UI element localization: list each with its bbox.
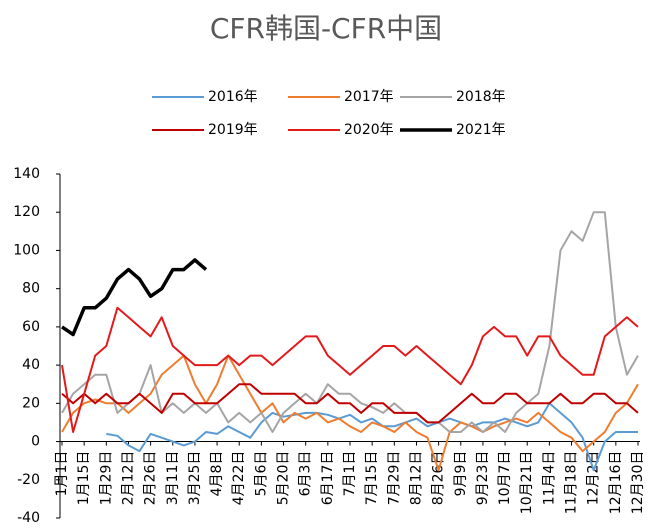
y-tick-label: 60 [22,319,40,335]
y-tick-label: -40 [17,510,40,526]
series-line [61,354,639,472]
y-tick-label: 140 [13,166,40,182]
x-tick-label: 7月15日 [364,451,380,506]
x-tick-label: 3月11日 [165,451,181,506]
x-tick-label: 2月26日 [143,451,159,506]
x-tick-label: 5月6日 [253,451,269,497]
x-tick-label: 1月29日 [98,451,114,506]
series-line [61,383,639,424]
series-line [61,258,208,337]
x-tick-label: 7月29日 [386,451,402,506]
x-tick-label: 6月3日 [298,451,314,497]
legend-label: 2020年 [344,122,394,138]
y-tick-label: 100 [13,242,40,258]
legend-label: 2017年 [344,89,394,105]
x-tick-label: 3月25日 [187,451,203,506]
legend-label: 2021年 [456,122,506,138]
y-tick-label: -20 [17,472,40,488]
chart-title: CFR韩国-CFR中国 [210,12,442,45]
legend-label: 2018年 [456,89,506,105]
x-tick-label: 4月8日 [209,451,225,497]
y-tick-label: 0 [31,434,40,450]
x-tick-label: 9月9日 [453,451,469,497]
y-tick-label: 40 [22,357,40,373]
legend-label: 2016年 [208,89,258,105]
series-line [61,211,639,433]
x-tick-label: 8月12日 [408,451,424,506]
x-tick-label: 5月20日 [276,451,292,506]
y-tick-label: 120 [13,204,40,220]
x-tick-label: 9月23日 [475,451,491,506]
x-tick-label: 12月2日 [586,451,602,506]
x-tick-label: 1月15日 [76,451,92,506]
x-tick-label: 12月30日 [630,451,646,515]
legend-label: 2019年 [208,122,258,138]
x-tick-label: 12月16日 [608,451,624,515]
y-tick-label: 80 [22,281,40,297]
x-tick-label: 8月26日 [431,451,447,506]
x-tick-label: 11月18日 [564,451,580,515]
x-tick-label: 6月17日 [320,451,336,506]
series-line [61,306,639,433]
x-tick-label: 1月1日 [54,451,70,497]
x-tick-label: 10月7日 [497,451,513,506]
y-tick-label: 20 [22,395,40,411]
x-tick-label: 2月12日 [120,451,136,506]
x-tick-label: 4月22日 [231,451,247,506]
x-tick-label: 10月21日 [519,451,535,515]
x-tick-label: 7月1日 [342,451,358,497]
x-tick-label: 11月4日 [541,451,557,506]
